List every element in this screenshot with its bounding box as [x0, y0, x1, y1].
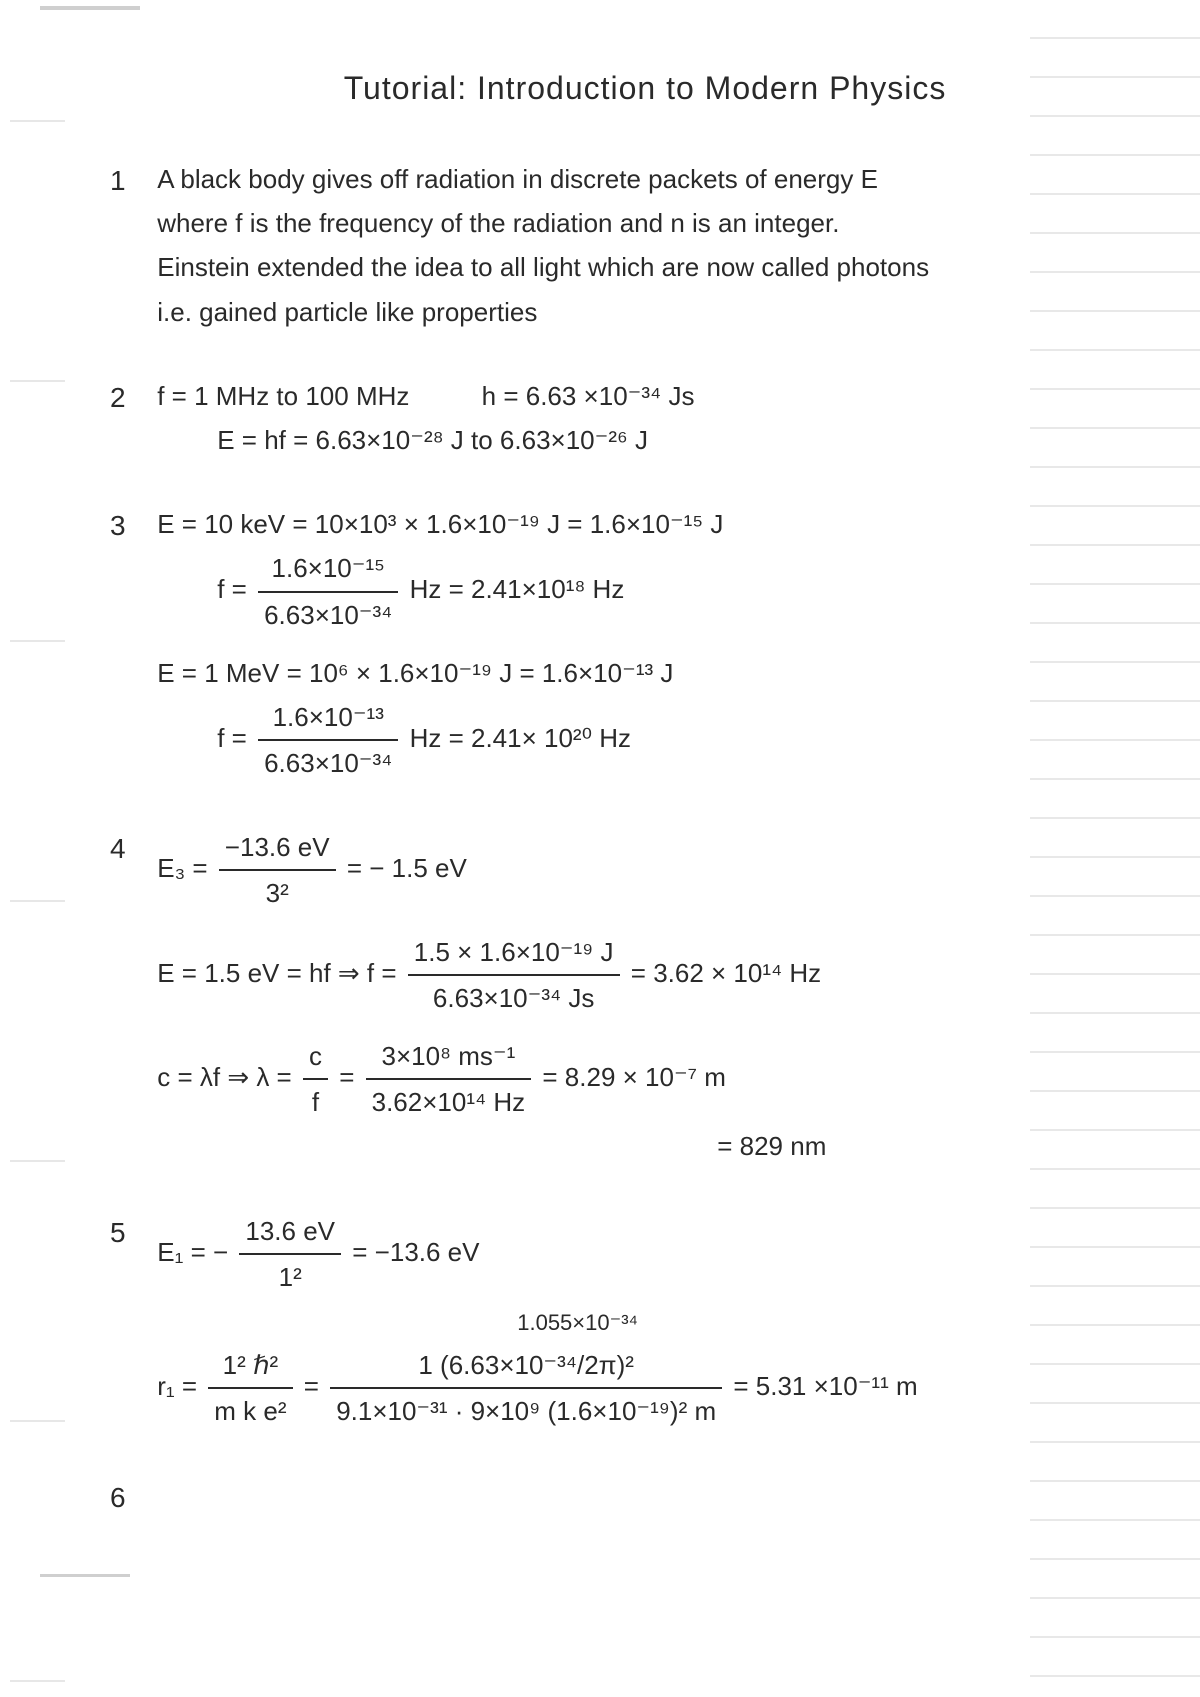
q4-lam-cf: c f — [303, 1034, 328, 1124]
left-margin-dashes — [10, 0, 65, 1697]
q4-Ef-top: 1.5 × 1.6×10⁻¹⁹ J — [408, 930, 620, 976]
q5-r1-bot2: 9.1×10⁻³¹ · 9×10⁹ (1.6×10⁻¹⁹)² m — [330, 1389, 722, 1433]
scan-mark-bottom — [40, 1574, 130, 1577]
q1-line3: Einstein extended the idea to all light … — [157, 252, 929, 282]
q5-r1-top2: 1 (6.63×10⁻³⁴/2π)² — [330, 1343, 722, 1389]
q2-h: h = 6.63 ×10⁻³⁴ Js — [482, 381, 695, 411]
q3-E10k: E = 10 keV = 10×10³ × 1.6×10⁻¹⁹ J = 1.6×… — [157, 509, 723, 539]
q4-lam-lhs: c = λf ⇒ λ = — [157, 1062, 299, 1092]
q4-E3-rhs: = − 1.5 eV — [347, 853, 467, 883]
q5-E1-rhs: = −13.6 eV — [352, 1237, 479, 1267]
q6-body — [157, 1474, 1117, 1518]
q5-r1-eq: = — [304, 1371, 326, 1401]
q5-E1-lhs: E₁ = − — [157, 1237, 235, 1267]
q4-body: E₃ = −13.6 eV 3² = − 1.5 eV E = 1.5 eV =… — [157, 825, 1117, 1168]
q2-body: f = 1 MHz to 100 MHz h = 6.63 ×10⁻³⁴ Js … — [157, 374, 1117, 462]
q5-r1-frac2: 1 (6.63×10⁻³⁴/2π)² 9.1×10⁻³¹ · 9×10⁹ (1.… — [330, 1343, 722, 1433]
q4-lam-rhs: = 8.29 × 10⁻⁷ m — [542, 1062, 726, 1092]
q4-E3-lhs: E₃ = — [157, 853, 215, 883]
q4-Ef-bot: 6.63×10⁻³⁴ Js — [408, 976, 620, 1020]
q3-number: 3 — [110, 502, 150, 550]
q4-E3-frac: −13.6 eV 3² — [219, 825, 336, 915]
q1-line2: where f is the frequency of the radiatio… — [157, 208, 839, 238]
q3-f10k-top: 1.6×10⁻¹⁵ — [258, 546, 398, 592]
q4-Ef-rhs: = 3.62 × 10¹⁴ Hz — [631, 958, 821, 988]
q6-number: 6 — [110, 1474, 150, 1522]
q3-f1M-lhs: f = — [217, 723, 254, 753]
q5-r1-lhs: r₁ = — [157, 1371, 204, 1401]
q4-E3-top: −13.6 eV — [219, 825, 336, 871]
q5-E1-top: 13.6 eV — [239, 1209, 341, 1255]
scan-mark-top — [40, 6, 140, 10]
q4-E3-bot: 3² — [219, 871, 336, 915]
q3-f10k: f = 1.6×10⁻¹⁵ 6.63×10⁻³⁴ Hz = 2.41×10¹⁸ … — [217, 574, 624, 604]
question-3: 3 E = 10 keV = 10×10³ × 1.6×10⁻¹⁹ J = 1.… — [110, 502, 1140, 785]
q3-E1M: E = 1 MeV = 10⁶ × 1.6×10⁻¹⁹ J = 1.6×10⁻¹… — [157, 658, 673, 688]
q5-r1-top1: 1² ℏ² — [208, 1343, 292, 1389]
question-1: 1 A black body gives off radiation in di… — [110, 157, 1140, 334]
q1-line4: i.e. gained particle like properties — [157, 297, 537, 327]
q1-body: A black body gives off radiation in disc… — [157, 157, 1117, 334]
q3-f10k-unit: Hz = 2.41×10¹⁸ Hz — [410, 574, 625, 604]
question-2: 2 f = 1 MHz to 100 MHz h = 6.63 ×10⁻³⁴ J… — [110, 374, 1140, 462]
q1-line1: A black body gives off radiation in disc… — [157, 164, 878, 194]
q5-body: E₁ = − 13.6 eV 1² = −13.6 eV 1.055×10⁻³⁴… — [157, 1209, 1117, 1434]
q2-number: 2 — [110, 374, 150, 422]
question-5: 5 E₁ = − 13.6 eV 1² = −13.6 eV 1.055×10⁻… — [110, 1209, 1140, 1434]
q4-lam-frac: 3×10⁸ ms⁻¹ 3.62×10¹⁴ Hz — [366, 1034, 532, 1124]
q1-number: 1 — [110, 157, 150, 205]
q5-r1-bot1: m k e² — [208, 1389, 292, 1433]
page: Tutorial: Introduction to Modern Physics… — [0, 0, 1200, 1697]
page-title: Tutorial: Introduction to Modern Physics — [150, 70, 1140, 107]
q3-f10k-lhs: f = — [217, 574, 254, 604]
q4-lam-f: f — [303, 1080, 328, 1124]
q5-r1-frac1: 1² ℏ² m k e² — [208, 1343, 292, 1433]
q3-f1M-bot: 6.63×10⁻³⁴ — [258, 741, 398, 785]
q4-lam-nm: = 829 nm — [717, 1131, 826, 1161]
q4-Ef-frac: 1.5 × 1.6×10⁻¹⁹ J 6.63×10⁻³⁴ Js — [408, 930, 620, 1020]
q4-lam-top: 3×10⁸ ms⁻¹ — [366, 1034, 532, 1080]
q4-number: 4 — [110, 825, 150, 873]
q2-E: E = hf = 6.63×10⁻²⁸ J to 6.63×10⁻²⁶ J — [217, 425, 648, 455]
q3-f1M-unit: Hz = 2.41× 10²⁰ Hz — [410, 723, 631, 753]
q4-Ef-lhs: E = 1.5 eV = hf ⇒ f = — [157, 958, 404, 988]
question-6: 6 — [110, 1474, 1140, 1522]
q5-number: 5 — [110, 1209, 150, 1257]
q4-lam-eq: = — [339, 1062, 361, 1092]
q5-E1-bot: 1² — [239, 1255, 341, 1299]
question-4: 4 E₃ = −13.6 eV 3² = − 1.5 eV E = 1.5 eV… — [110, 825, 1140, 1168]
q3-f1M-frac: 1.6×10⁻¹³ 6.63×10⁻³⁴ — [258, 695, 398, 785]
q4-lam-c: c — [303, 1034, 328, 1080]
q5-E1-frac: 13.6 eV 1² — [239, 1209, 341, 1299]
q3-body: E = 10 keV = 10×10³ × 1.6×10⁻¹⁹ J = 1.6×… — [157, 502, 1117, 785]
q3-f1M: f = 1.6×10⁻¹³ 6.63×10⁻³⁴ Hz = 2.41× 10²⁰… — [217, 723, 631, 753]
q4-lam-bot: 3.62×10¹⁴ Hz — [366, 1080, 532, 1124]
q2-range: f = 1 MHz to 100 MHz — [157, 381, 409, 411]
q5-r1-rhs: = 5.31 ×10⁻¹¹ m — [733, 1371, 917, 1401]
q3-f1M-top: 1.6×10⁻¹³ — [258, 695, 398, 741]
q5-annotation: 1.055×10⁻³⁴ — [517, 1310, 638, 1335]
q3-f10k-bot: 6.63×10⁻³⁴ — [258, 593, 398, 637]
q3-f10k-frac: 1.6×10⁻¹⁵ 6.63×10⁻³⁴ — [258, 546, 398, 636]
